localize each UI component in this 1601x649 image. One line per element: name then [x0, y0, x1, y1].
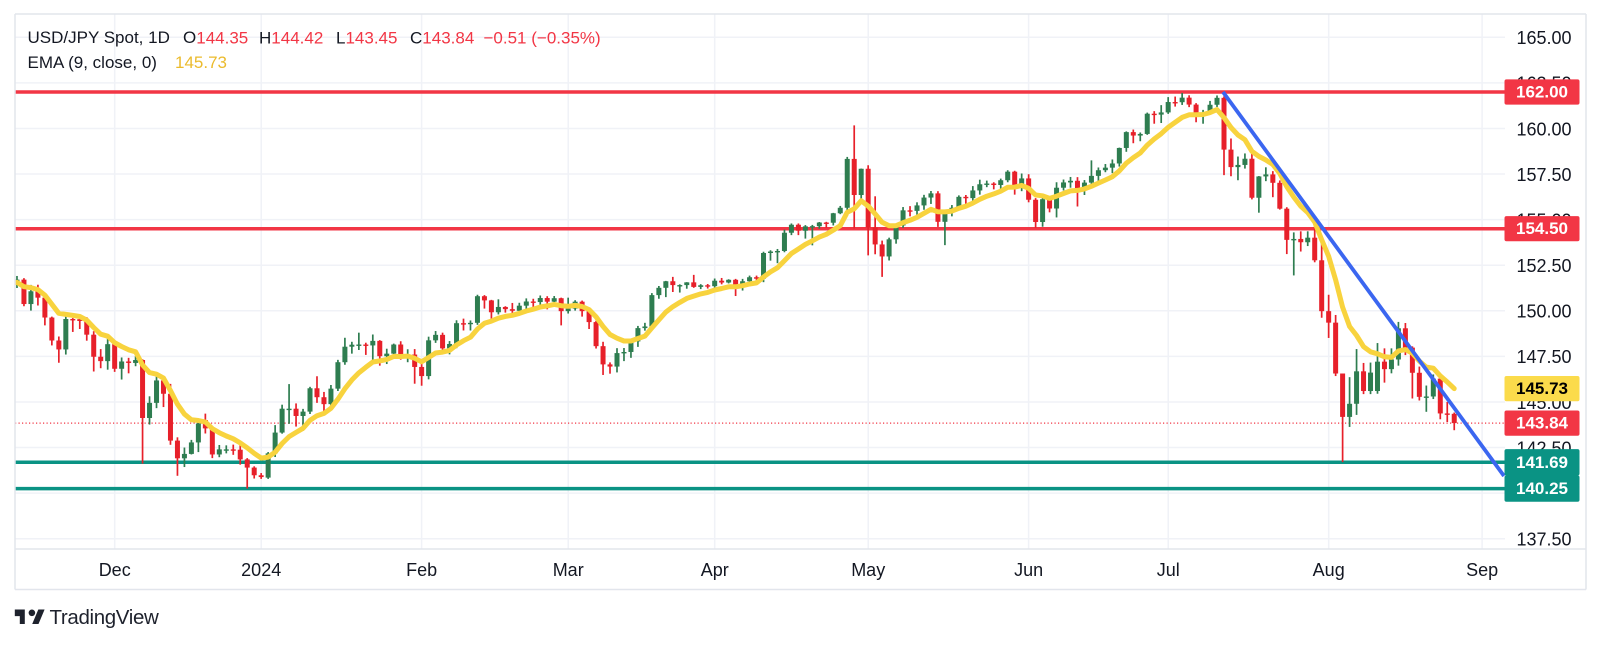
svg-text:May: May — [851, 560, 885, 580]
svg-text:157.50: 157.50 — [1516, 165, 1571, 185]
svg-text:152.50: 152.50 — [1516, 256, 1571, 276]
svg-text:154.50: 154.50 — [1516, 219, 1568, 238]
svg-text:TradingView: TradingView — [50, 606, 160, 629]
svg-text:150.00: 150.00 — [1516, 302, 1571, 322]
svg-text:Sep: Sep — [1466, 560, 1498, 580]
svg-text:Aug: Aug — [1313, 560, 1345, 580]
svg-text:Apr: Apr — [701, 560, 729, 580]
svg-text:162.00: 162.00 — [1516, 83, 1568, 102]
svg-text:Mar: Mar — [553, 560, 584, 580]
svg-text:165.00: 165.00 — [1516, 28, 1571, 48]
svg-text:Jun: Jun — [1014, 560, 1043, 580]
svg-text:Feb: Feb — [406, 560, 437, 580]
svg-text:145.73: 145.73 — [175, 53, 227, 72]
svg-text:141.69: 141.69 — [1516, 453, 1568, 472]
svg-text:Jul: Jul — [1157, 560, 1180, 580]
svg-text:EMA (9, close, 0): EMA (9, close, 0) — [28, 53, 157, 72]
svg-text:143.84: 143.84 — [1516, 414, 1569, 433]
svg-text:USD/JPY Spot, 1D: USD/JPY Spot, 1D — [28, 28, 170, 47]
svg-text:160.00: 160.00 — [1516, 119, 1571, 139]
svg-text:147.50: 147.50 — [1516, 347, 1571, 367]
svg-text:140.25: 140.25 — [1516, 479, 1568, 498]
svg-text:Dec: Dec — [99, 560, 131, 580]
svg-text:145.73: 145.73 — [1516, 379, 1568, 398]
svg-text:137.50: 137.50 — [1516, 530, 1571, 550]
svg-text:2024: 2024 — [241, 560, 281, 580]
